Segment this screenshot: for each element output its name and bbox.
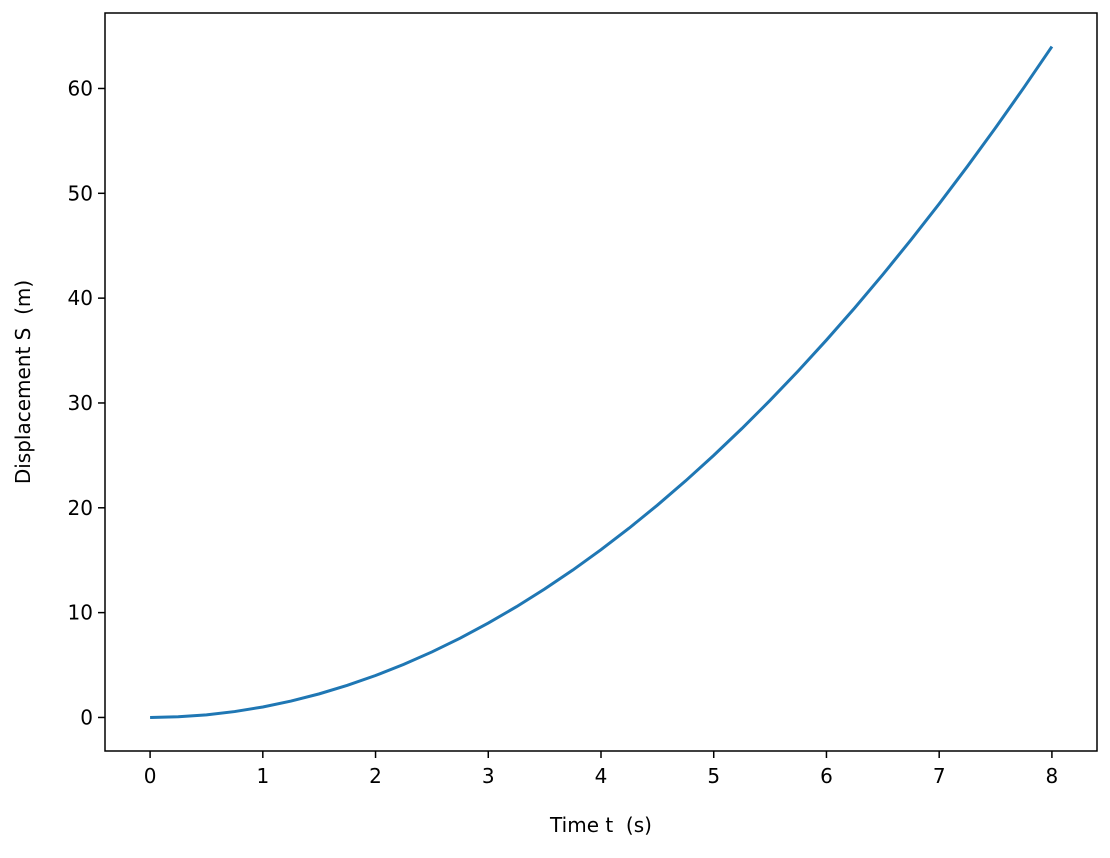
x-tick-label: 8 bbox=[1046, 764, 1059, 788]
x-tick-label: 4 bbox=[595, 764, 608, 788]
x-tick-label: 3 bbox=[482, 764, 495, 788]
y-tick-label: 60 bbox=[68, 76, 93, 100]
y-tick-label: 10 bbox=[68, 601, 93, 625]
y-axis-label: Displacement S (m) bbox=[11, 280, 35, 484]
x-tick-label: 7 bbox=[933, 764, 946, 788]
x-tick-label: 5 bbox=[707, 764, 720, 788]
x-axis-label: Time t (s) bbox=[549, 813, 652, 837]
y-tick-label: 40 bbox=[68, 286, 93, 310]
x-tick-label: 0 bbox=[144, 764, 157, 788]
y-tick-label: 50 bbox=[68, 181, 93, 205]
x-tick-label: 6 bbox=[820, 764, 833, 788]
plot-frame bbox=[104, 12, 1098, 752]
y-tick-label: 20 bbox=[68, 496, 93, 520]
y-tick-label: 0 bbox=[80, 705, 93, 729]
y-tick-label: 30 bbox=[68, 391, 93, 415]
x-tick-label: 2 bbox=[369, 764, 382, 788]
line bbox=[150, 45, 1054, 719]
x-tick-label: 1 bbox=[256, 764, 269, 788]
